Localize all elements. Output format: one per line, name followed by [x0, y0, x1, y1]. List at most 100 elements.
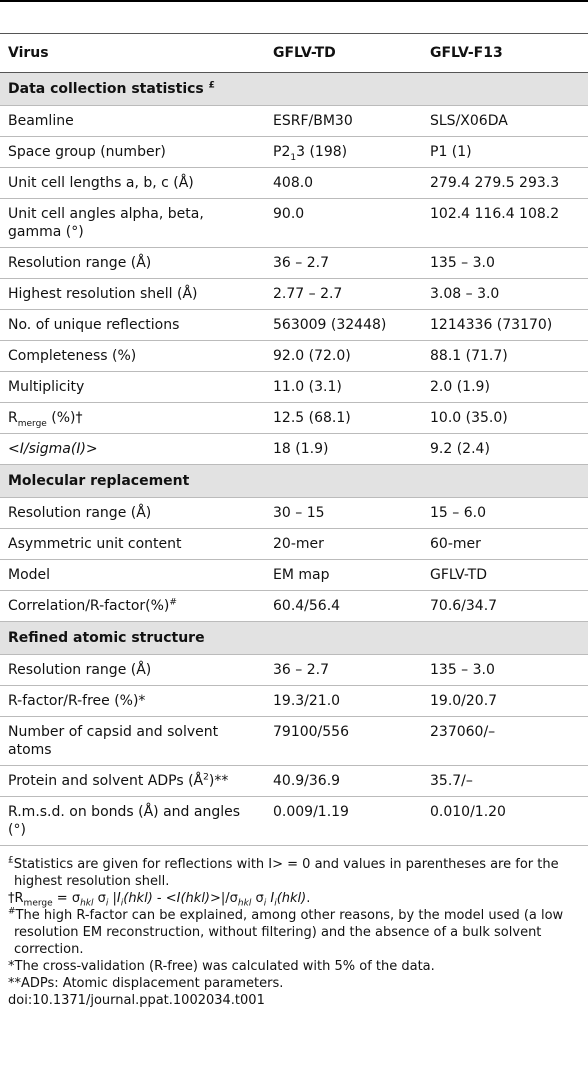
cell: Resolution range (Å) [0, 247, 265, 279]
text-part: Protein and solvent ADPs (Å [8, 773, 204, 789]
cell: 563009 (32448) [265, 309, 422, 341]
cell: Completeness (%) [0, 340, 265, 372]
cell: 60-mer [422, 528, 588, 560]
cell: 30 – 15 [265, 497, 422, 529]
text-part: Correlation/R-factor(%) [8, 598, 170, 614]
cell: Number of capsid and solvent atoms [0, 716, 265, 766]
cell: 135 – 3.0 [422, 654, 588, 686]
cell: 36 – 2.7 [265, 247, 422, 279]
text-part: = σ [52, 891, 81, 906]
cell: Model [0, 559, 265, 591]
column-header: GFLV-TD [265, 34, 422, 73]
cell: Correlation/R-factor(%)# [0, 590, 265, 622]
cell: 36 – 2.7 [265, 654, 422, 686]
table-body: Virus GFLV-TD GFLV-F13 Data collection stat… [0, 34, 588, 846]
text-part: Molecular replacement [8, 473, 190, 489]
data-row: Resolution range (Å) 36 – 2.7 135 – 3.0 [0, 654, 588, 686]
section-row: Molecular replacement [0, 464, 588, 498]
cell: Protein and solvent ADPs (Å2)** [0, 765, 265, 797]
text-part: i [263, 898, 267, 909]
data-row: Unit cell lengths a, b, c (Å) 408.0 279.4 … [0, 167, 588, 199]
cell: 2.77 – 2.7 [265, 278, 422, 310]
cell: R.m.s.d. on bonds (Å) and angles (°) [0, 796, 265, 846]
data-row: Protein and solvent ADPs (Å2)** 40.9/36.9… [0, 765, 588, 797]
cell: Space group (number) [0, 136, 265, 168]
cell: 79100/556 [265, 716, 422, 766]
data-row: R-factor/R-free (%)* 19.3/21.0 19.0/20.7 [0, 685, 588, 717]
caption-frame [0, 0, 588, 34]
section-row: Data collection statistics £ [0, 72, 588, 106]
data-row: Resolution range (Å) 36 – 2.7 135 – 3.0 [0, 247, 588, 279]
text-part: I(hkl) [176, 891, 210, 906]
footnote: £Statistics are given for reflections wi… [0, 856, 584, 890]
text-part: R [8, 410, 18, 426]
text-part: I [116, 891, 121, 906]
cell: GFLV-TD [422, 559, 588, 591]
text-part: hkl [237, 898, 252, 909]
cell: 19.0/20.7 [422, 685, 588, 717]
text-part: 2 [203, 772, 209, 783]
data-row: Number of capsid and solvent atoms 79100/… [0, 716, 588, 766]
data-row: Multiplicity 11.0 (3.1) 2.0 (1.9) [0, 371, 588, 403]
cell: 40.9/36.9 [265, 765, 422, 797]
text-part: £ [8, 855, 14, 866]
text-part: 1 [290, 152, 297, 163]
cell: 102.4 116.4 108.2 [422, 198, 588, 248]
text-part: i [274, 898, 277, 909]
cell: 2.0 (1.9) [422, 371, 588, 403]
text-part: # [169, 597, 177, 608]
data-row: Unit cell angles alpha, beta, gamma (°) 9… [0, 198, 588, 248]
cell: 88.1 (71.7) [422, 340, 588, 372]
data-row: Model EM map GFLV-TD [0, 559, 588, 591]
cell: 18 (1.9) [265, 433, 422, 465]
data-row: Rmerge (%)† 12.5 (68.1) 10.0 (35.0) [0, 402, 588, 434]
text-part: †R [8, 891, 24, 906]
data-row: No. of unique reflections 563009 (32448) 1… [0, 309, 588, 341]
text-part: σ [93, 891, 106, 906]
cell: Asymmetric unit content [0, 528, 265, 560]
text-part: )** [208, 773, 229, 789]
cell: 19.3/21.0 [265, 685, 422, 717]
header-row: Virus GFLV-TD GFLV-F13 [0, 34, 588, 73]
cell: 35.7/– [422, 765, 588, 797]
cell: 408.0 [265, 167, 422, 199]
cell: 70.6/34.7 [422, 590, 588, 622]
section-row: Refined atomic structure [0, 621, 588, 655]
data-row: Correlation/R-factor(%)# 60.4/56.4 70.6/34… [0, 590, 588, 622]
cell: P213 (198) [265, 136, 422, 168]
text-part: Data collection statistics [8, 81, 209, 97]
text-part: £ [208, 80, 215, 91]
cell: Resolution range (Å) [0, 497, 265, 529]
cell: P1 (1) [422, 136, 588, 168]
cell: EM map [265, 559, 422, 591]
data-row: Asymmetric unit content 20-mer 60-mer [0, 528, 588, 560]
text-part: (hkl) [123, 891, 153, 906]
section-title: Molecular replacement [0, 464, 588, 498]
text-part: # [8, 906, 16, 917]
text-part: σ [251, 891, 264, 906]
footnotes: £Statistics are given for reflections wi… [0, 846, 588, 992]
data-row: Highest resolution shell (Å) 2.77 – 2.7 3.… [0, 278, 588, 310]
cell: Multiplicity [0, 371, 265, 403]
data-row: Resolution range (Å) 30 – 15 15 – 6.0 [0, 497, 588, 529]
data-row: Space group (number) P213 (198) P1 (1) [0, 136, 588, 168]
cell: 20-mer [265, 528, 422, 560]
cell: 237060/– [422, 716, 588, 766]
cell: 279.4 279.5 293.3 [422, 167, 588, 199]
text-part: I [270, 891, 275, 906]
data-row: Beamline ESRF/BM30 SLS/X06DA [0, 105, 588, 137]
cell: 135 – 3.0 [422, 247, 588, 279]
cell: R-factor/R-free (%)* [0, 685, 265, 717]
cell: ESRF/BM30 [265, 105, 422, 137]
cell: Highest resolution shell (Å) [0, 278, 265, 310]
cell: SLS/X06DA [422, 105, 588, 137]
column-header: Virus [0, 34, 265, 73]
text-part: Statistics are given for reflections wit… [13, 857, 559, 889]
data-row: <I/sigma(I)> 18 (1.9) 9.2 (2.4) [0, 433, 588, 465]
data-table: Virus GFLV-TD GFLV-F13 Data collection stat… [0, 34, 588, 846]
text-part: - < [152, 891, 177, 906]
text-part: . [306, 891, 311, 906]
doi: doi:10.1371/journal.ppat.1002034.t001 [8, 993, 265, 1008]
cell: 10.0 (35.0) [422, 402, 588, 434]
